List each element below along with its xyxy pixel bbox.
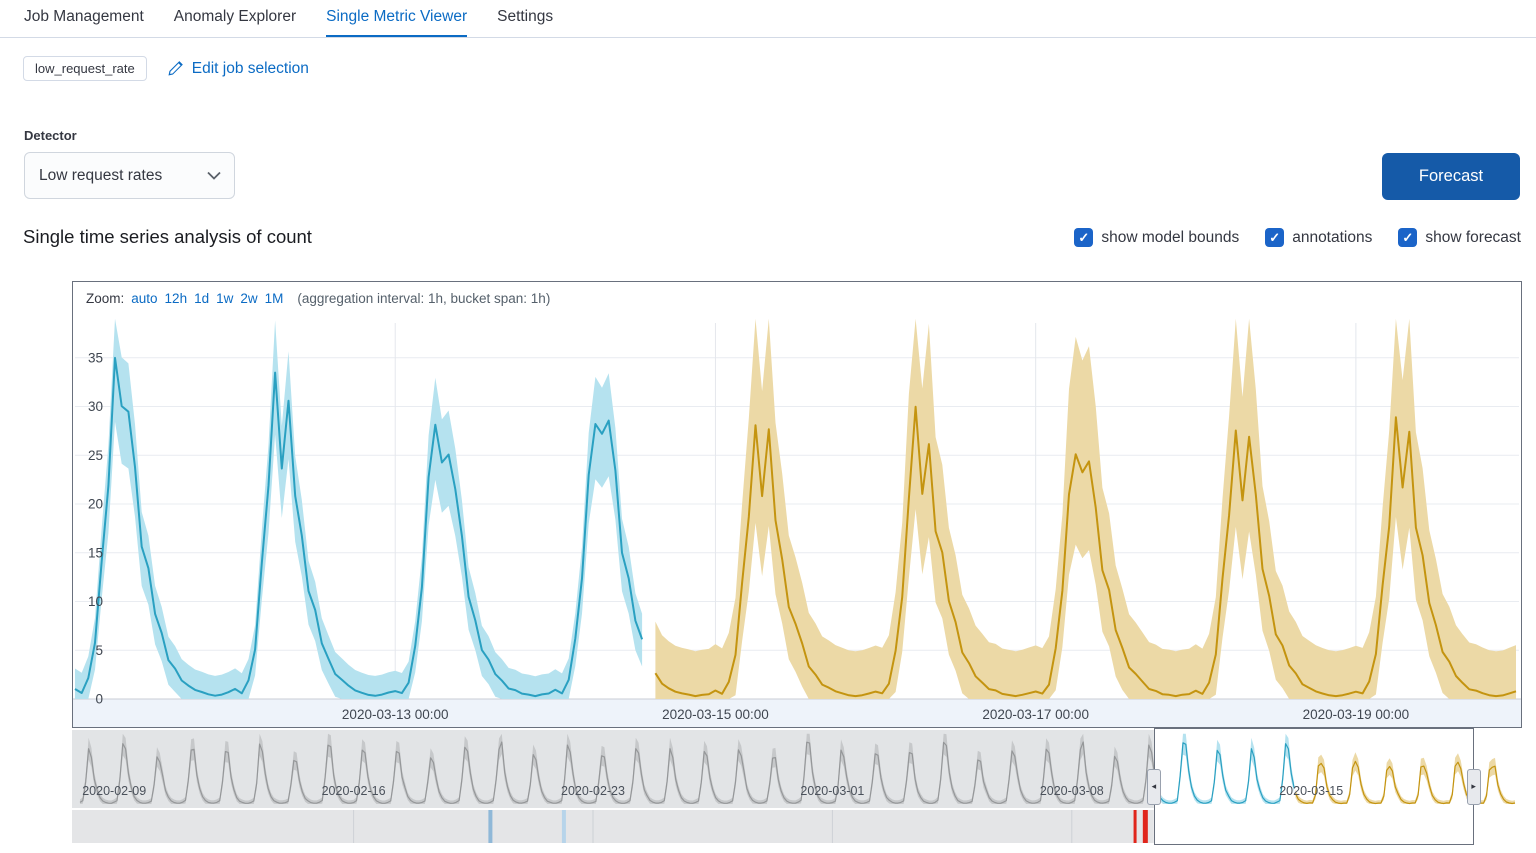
svg-text:2020-02-23: 2020-02-23 <box>561 784 625 798</box>
brush-right-handle[interactable]: ▸ <box>1466 768 1481 805</box>
zoom-bar: Zoom: auto 12h 1d 1w 2w 1M (aggregation … <box>73 282 1521 315</box>
zoom-option-12h[interactable]: 12h <box>164 291 188 306</box>
svg-text:2020-02-09: 2020-02-09 <box>82 784 146 798</box>
time-navigator: 2020-02-09 2020-02-16 2020-02-23 2020-03-01… <box>72 728 1522 846</box>
checkbox-checked-icon[interactable]: ✓ <box>1398 228 1418 247</box>
edit-link-label: Edit job selection <box>191 59 309 77</box>
tab-single-metric-viewer[interactable]: Single Metric Viewer <box>326 8 468 37</box>
anomaly-swimlane[interactable] <box>72 810 1522 843</box>
tab-bar: Job Management Anomaly Explorer Single M… <box>0 0 1536 38</box>
tab-settings[interactable]: Settings <box>497 8 554 25</box>
svg-text:2020-03-19 00:00: 2020-03-19 00:00 <box>1303 707 1410 722</box>
detector-selected-value: Low request rates <box>39 166 163 184</box>
toggle-show-forecast[interactable]: ✓ show forecast <box>1398 228 1521 247</box>
svg-text:2020-03-01: 2020-03-01 <box>800 784 864 798</box>
toggle-show-model-bounds[interactable]: ✓ show model bounds <box>1074 228 1239 247</box>
svg-text:10: 10 <box>88 594 103 609</box>
svg-text:15: 15 <box>88 545 103 560</box>
tab-anomaly-explorer[interactable]: Anomaly Explorer <box>173 8 297 25</box>
svg-text:25: 25 <box>88 448 103 463</box>
svg-text:2020-03-15 00:00: 2020-03-15 00:00 <box>662 707 769 722</box>
chart-toggles: ✓ show model bounds ✓ annotations ✓ show… <box>1074 228 1521 247</box>
page-title: Single time series analysis of count <box>23 226 312 247</box>
toggle-label: annotations <box>1292 228 1373 246</box>
svg-text:5: 5 <box>95 643 103 658</box>
zoom-option-1w[interactable]: 1w <box>216 291 234 306</box>
detector-label: Detector <box>24 128 77 143</box>
checkbox-checked-icon[interactable]: ✓ <box>1265 228 1285 247</box>
zoom-option-2w[interactable]: 2w <box>240 291 258 306</box>
detector-select[interactable]: Low request rates <box>24 152 235 199</box>
checkbox-checked-icon[interactable]: ✓ <box>1074 228 1094 247</box>
chevron-down-icon <box>207 171 221 180</box>
svg-text:2020-03-08: 2020-03-08 <box>1040 784 1104 798</box>
toggle-label: show model bounds <box>1101 228 1240 246</box>
svg-text:2020-03-15: 2020-03-15 <box>1279 784 1343 798</box>
svg-text:30: 30 <box>88 399 103 414</box>
context-chart[interactable]: 2020-02-09 2020-02-16 2020-02-23 2020-03-01… <box>72 730 1522 808</box>
svg-text:35: 35 <box>88 350 103 365</box>
main-chart[interactable]: 0 5 10 15 20 25 30 35 2020-03-13 00:00 2020-03-15… <box>73 315 1521 727</box>
svg-text:2020-02-16: 2020-02-16 <box>322 784 386 798</box>
time-range-brush[interactable]: ◂ ▸ <box>1146 728 1481 845</box>
single-metric-chart-panel: Zoom: auto 12h 1d 1w 2w 1M (aggregation … <box>72 281 1522 728</box>
svg-text:2020-03-13 00:00: 2020-03-13 00:00 <box>342 707 449 722</box>
toggle-label: show forecast <box>1425 228 1521 246</box>
svg-text:2020-03-17 00:00: 2020-03-17 00:00 <box>982 707 1089 722</box>
edit-job-selection-link[interactable]: Edit job selection <box>167 60 309 78</box>
pencil-icon <box>168 61 183 76</box>
aggregation-info: (aggregation interval: 1h, bucket span: … <box>297 291 551 306</box>
zoom-label: Zoom: <box>86 291 125 306</box>
tab-job-management[interactable]: Job Management <box>24 8 144 25</box>
toggle-annotations[interactable]: ✓ annotations <box>1265 228 1372 247</box>
svg-text:0: 0 <box>95 692 103 707</box>
zoom-option-auto[interactable]: auto <box>131 291 158 306</box>
brush-left-handle[interactable]: ◂ <box>1146 768 1161 805</box>
job-badge[interactable]: low_request_rate <box>23 56 147 81</box>
job-selector-row: low_request_rate Edit job selection <box>23 56 309 81</box>
zoom-option-1d[interactable]: 1d <box>194 291 210 306</box>
zoom-option-1M[interactable]: 1M <box>264 291 284 306</box>
forecast-button[interactable]: Forecast <box>1382 153 1520 200</box>
svg-text:20: 20 <box>88 497 103 512</box>
